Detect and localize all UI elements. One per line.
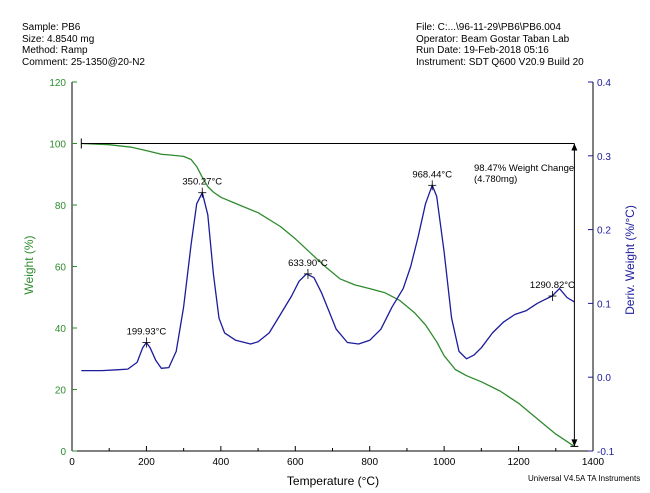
header-right-line: Operator: Beam Gostar Taban Lab bbox=[416, 34, 584, 46]
y-tick-label: 40 bbox=[55, 324, 67, 335]
header-left-value: 4.8540 mg bbox=[44, 33, 95, 45]
header-left-value: PB6 bbox=[58, 22, 81, 33]
header-left-line: Comment: 25-1350@20-N2 bbox=[22, 57, 145, 69]
header-right-line: Instrument: SDT Q600 V20.9 Build 20 bbox=[416, 57, 584, 69]
step-arrow-up bbox=[571, 143, 578, 151]
x-tick-label: 1000 bbox=[433, 457, 456, 468]
step-sublabel: (4.780mg) bbox=[474, 174, 517, 185]
header-right-line: Run Date: 19-Feb-2018 05:16 bbox=[416, 45, 584, 57]
x-tick-label: 400 bbox=[213, 457, 230, 468]
weight-curve bbox=[81, 142, 575, 447]
peak-label: 1290.82°C bbox=[530, 280, 575, 291]
y2-tick-label: 0.4 bbox=[597, 78, 611, 89]
header-left-value: 25-1350@20-N2 bbox=[68, 56, 145, 68]
step-label: 98.47% Weight Change bbox=[474, 163, 574, 174]
y-tick-label: 20 bbox=[55, 386, 67, 397]
header-left-line: Sample: PB6 bbox=[22, 22, 145, 34]
header-right-value: Beam Gostar Taban Lab bbox=[458, 33, 570, 45]
y2-tick-label: -0.1 bbox=[597, 447, 615, 458]
deriv-curve bbox=[81, 184, 575, 372]
header-right-value: SDT Q600 V20.9 Build 20 bbox=[466, 56, 584, 68]
x-tick-label: 0 bbox=[69, 457, 75, 468]
y-tick-label: 0 bbox=[60, 447, 66, 458]
y-axis-label: Weight (%) bbox=[22, 235, 36, 294]
y-tick-label: 100 bbox=[49, 140, 66, 151]
header-left: Sample: PB6 Size: 4.8540 mg Method: Ramp Co… bbox=[22, 22, 145, 68]
header-left-key: Sample: bbox=[22, 22, 59, 33]
y-tick-label: 120 bbox=[49, 78, 66, 89]
header-left-line: Size: 4.8540 mg bbox=[22, 34, 145, 46]
y2-tick-label: 0.3 bbox=[597, 152, 611, 163]
header-right-key: File: bbox=[416, 22, 435, 33]
x-tick-label: 1200 bbox=[507, 457, 530, 468]
peak-label: 968.44°C bbox=[412, 169, 452, 180]
peak-label: 350.27°C bbox=[182, 177, 222, 188]
peak-label: 633.90°C bbox=[288, 258, 328, 269]
y2-tick-label: 0.1 bbox=[597, 299, 611, 310]
header-right-line: File: C:...\96-11-29\PB6\PB6.004 bbox=[416, 22, 584, 34]
y-tick-label: 60 bbox=[55, 263, 67, 274]
y-tick-label: 80 bbox=[55, 201, 67, 212]
x-axis-label: Temperature (°C) bbox=[287, 474, 379, 488]
header-right-key: Operator: bbox=[416, 33, 459, 45]
y2-axis-label: Deriv. Weight (%/°C) bbox=[623, 205, 637, 315]
header-left-value: Ramp bbox=[58, 45, 88, 56]
header-left-key: Method: bbox=[22, 45, 59, 56]
header-right-key: Run Date: bbox=[416, 45, 462, 56]
header-right-value: 19-Feb-2018 05:16 bbox=[461, 45, 549, 56]
x-tick-label: 600 bbox=[287, 457, 304, 468]
y2-tick-label: 0.0 bbox=[597, 373, 611, 384]
footer-credit: Universal V4.5A TA Instruments bbox=[528, 474, 641, 483]
header-right-value: C:...\96-11-29\PB6\PB6.004 bbox=[434, 22, 561, 33]
peak-label: 199.93°C bbox=[127, 327, 167, 338]
header-left-key: Comment: bbox=[22, 56, 69, 68]
step-arrow-down bbox=[571, 439, 578, 447]
header-left-key: Size: bbox=[22, 33, 45, 45]
header-left-line: Method: Ramp bbox=[22, 45, 145, 57]
y2-tick-label: 0.2 bbox=[597, 226, 611, 237]
header-right: File: C:...\96-11-29\PB6\PB6.004 Operator… bbox=[416, 22, 584, 68]
x-tick-label: 200 bbox=[138, 457, 155, 468]
x-tick-label: 1400 bbox=[582, 457, 605, 468]
x-tick-label: 800 bbox=[361, 457, 378, 468]
header-right-key: Instrument: bbox=[416, 56, 467, 68]
